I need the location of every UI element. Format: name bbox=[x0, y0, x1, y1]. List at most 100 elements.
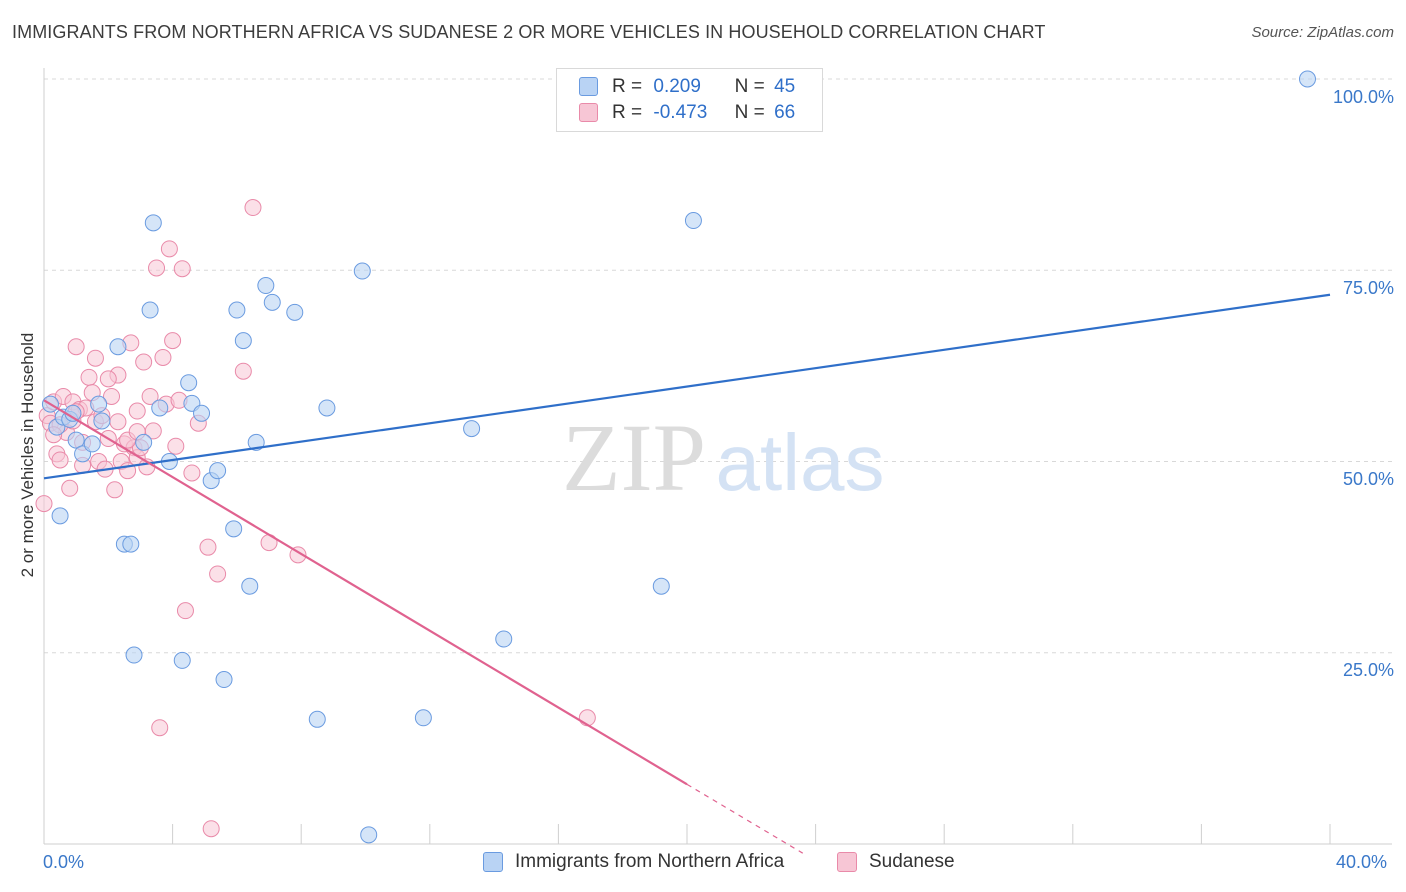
legend-r-value: -0.473 bbox=[653, 102, 708, 123]
sudanese-point-33 bbox=[128, 402, 146, 420]
sudanese-point-37 bbox=[141, 387, 159, 405]
northern-africa-point-42 bbox=[652, 577, 670, 595]
sudanese-point-0 bbox=[35, 495, 53, 513]
bottom-legend-label: Immigrants from Northern Africa bbox=[515, 851, 785, 872]
sudanese-points bbox=[35, 199, 596, 838]
northern-africa-point-18 bbox=[151, 399, 169, 417]
northern-africa-point-32 bbox=[257, 277, 275, 295]
blue-swatch bbox=[483, 851, 503, 872]
sudanese-point-24 bbox=[106, 481, 124, 499]
sudanese-point-55 bbox=[244, 199, 262, 217]
axes bbox=[43, 68, 1392, 845]
legend-n-label: N = bbox=[734, 76, 765, 97]
northern-africa-point-44 bbox=[1298, 70, 1316, 88]
sudanese-point-49 bbox=[183, 464, 201, 482]
watermark: ZIP atlas bbox=[562, 404, 884, 511]
northern-africa-point-17 bbox=[144, 214, 162, 232]
sudanese-point-45 bbox=[167, 437, 185, 455]
sudanese-point-8 bbox=[61, 479, 79, 497]
northern-africa-points bbox=[41, 70, 1316, 844]
legend-n-label: N = bbox=[734, 102, 765, 123]
sudanese-point-11 bbox=[67, 338, 85, 356]
northern-africa-point-39 bbox=[414, 709, 432, 727]
sudanese-point-26 bbox=[109, 413, 127, 431]
northern-africa-point-43 bbox=[684, 212, 702, 230]
northern-africa-point-6 bbox=[67, 431, 85, 449]
northern-africa-point-34 bbox=[286, 303, 304, 321]
northern-africa-point-35 bbox=[308, 710, 326, 728]
legend-row-northern-africa: R = 0.209 N = 45 bbox=[579, 76, 795, 100]
northern-africa-point-10 bbox=[93, 412, 111, 430]
sudanese-point-16 bbox=[80, 368, 98, 386]
sudanese-point-5 bbox=[51, 451, 69, 469]
northern-africa-point-41 bbox=[495, 630, 513, 648]
northern-africa-point-37 bbox=[353, 262, 371, 280]
northern-africa-point-2 bbox=[51, 507, 69, 525]
chart-title: IMMIGRANTS FROM NORTHERN AFRICA VS SUDAN… bbox=[12, 22, 1046, 42]
northern-africa-point-38 bbox=[360, 826, 378, 844]
bottom-legend-northern-africa: Immigrants from Northern Africa bbox=[483, 851, 784, 873]
pink-swatch bbox=[837, 851, 857, 872]
northern-africa-point-23 bbox=[193, 404, 211, 422]
sudanese-point-51 bbox=[199, 538, 217, 556]
source-label: Source: ZipAtlas.com bbox=[1251, 24, 1394, 41]
northern-africa-point-29 bbox=[234, 332, 252, 350]
sudanese-point-41 bbox=[154, 348, 172, 366]
sudanese-point-47 bbox=[173, 260, 191, 278]
sudanese-point-44 bbox=[164, 332, 182, 350]
watermark-atlas: atlas bbox=[716, 418, 885, 507]
blue-swatch bbox=[579, 77, 598, 97]
sudanese-point-63 bbox=[86, 349, 104, 367]
legend-row-sudanese: R = -0.473 N = 66 bbox=[579, 102, 795, 126]
sudanese-trend-line bbox=[43, 399, 688, 786]
sudanese-point-43 bbox=[160, 240, 178, 258]
northern-africa-point-13 bbox=[122, 535, 140, 553]
northern-africa-point-40 bbox=[463, 420, 481, 438]
northern-africa-point-16 bbox=[141, 301, 159, 319]
northern-africa-point-25 bbox=[209, 462, 227, 480]
sudanese-point-35 bbox=[135, 353, 153, 371]
bottom-legend-sudanese: Sudanese bbox=[837, 851, 955, 873]
sudanese-point-52 bbox=[202, 820, 220, 838]
northern-africa-point-26 bbox=[215, 671, 233, 689]
trend-lines bbox=[43, 293, 1331, 854]
legend-n-value: 45 bbox=[774, 76, 796, 97]
y-tick-label-75: 75.0% bbox=[1342, 278, 1394, 298]
sudanese-point-61 bbox=[99, 370, 117, 388]
y-tick-label-25: 25.0% bbox=[1342, 660, 1394, 680]
northern-africa-point-33 bbox=[263, 293, 281, 311]
sudanese-point-58 bbox=[578, 709, 596, 727]
northern-africa-point-8 bbox=[83, 435, 101, 453]
sudanese-point-40 bbox=[151, 719, 169, 737]
northern-africa-point-27 bbox=[225, 520, 243, 538]
sudanese-point-48 bbox=[176, 602, 194, 620]
x-tick-label-max: 40.0% bbox=[1336, 852, 1388, 872]
northern-africa-point-15 bbox=[135, 433, 153, 451]
stats-legend: R = 0.209 N = 45 R = -0.473 N = 66 bbox=[556, 68, 823, 132]
northern-africa-point-9 bbox=[90, 395, 108, 413]
legend-r-value: 0.209 bbox=[653, 76, 701, 97]
northern-africa-point-28 bbox=[228, 301, 246, 319]
sudanese-point-54 bbox=[234, 362, 252, 380]
y-tick-label-50: 50.0% bbox=[1342, 469, 1394, 489]
y-tick-label-100: 100.0% bbox=[1332, 87, 1394, 107]
northern-africa-point-30 bbox=[241, 577, 259, 595]
legend-r-label: R = bbox=[612, 76, 643, 97]
legend-n-value: 66 bbox=[774, 102, 796, 123]
northern-africa-point-14 bbox=[125, 646, 143, 664]
watermark-zip: ZIP bbox=[562, 404, 706, 511]
pink-swatch bbox=[579, 103, 598, 123]
northern-africa-point-11 bbox=[109, 338, 127, 356]
sudanese-point-39 bbox=[148, 259, 166, 277]
bottom-legend-label: Sudanese bbox=[869, 851, 955, 872]
sudanese-point-53 bbox=[209, 565, 227, 583]
northern-africa-trend-line bbox=[43, 293, 1331, 480]
sudanese-point-23 bbox=[103, 387, 121, 405]
legend-r-label: R = bbox=[612, 102, 643, 123]
northern-africa-point-20 bbox=[173, 651, 191, 669]
x-tick-label-min: 0.0% bbox=[43, 852, 85, 872]
sudanese-trend-extension bbox=[686, 783, 804, 854]
northern-africa-point-21 bbox=[180, 374, 198, 392]
northern-africa-point-36 bbox=[318, 399, 336, 417]
